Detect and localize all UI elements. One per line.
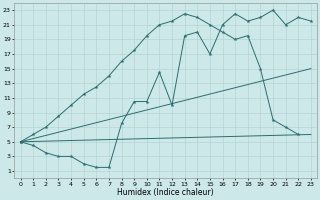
X-axis label: Humidex (Indice chaleur): Humidex (Indice chaleur) — [117, 188, 214, 197]
